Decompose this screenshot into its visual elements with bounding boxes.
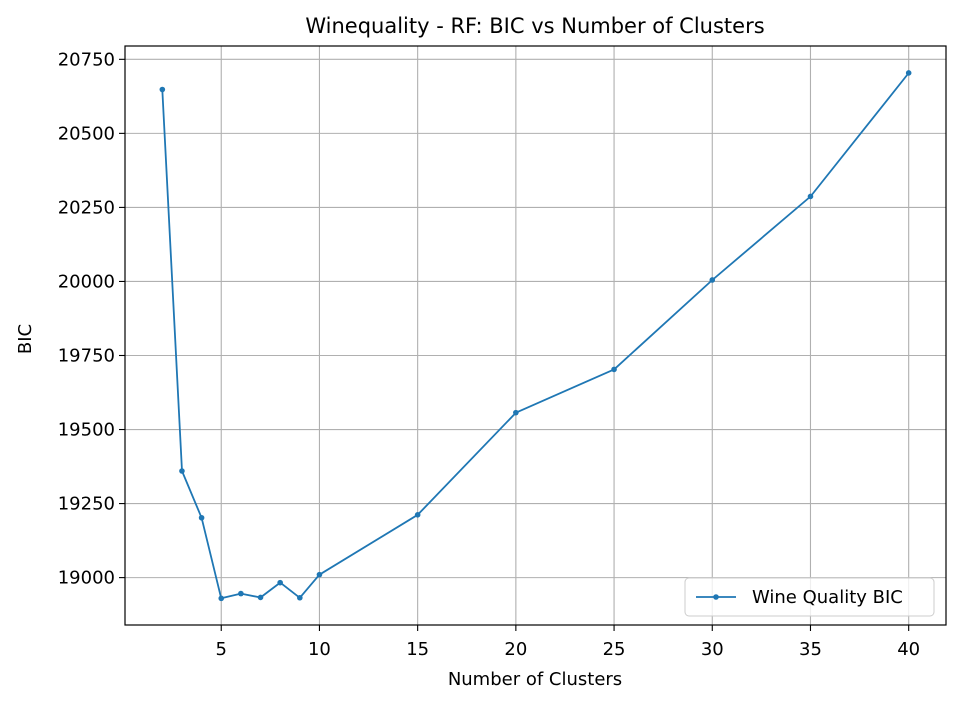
- x-axis-ticks: 5 10 15 20 25 30 35 40: [216, 625, 920, 660]
- x-tick-label: 35: [799, 639, 822, 660]
- legend-box: [684, 577, 935, 617]
- data-point: [611, 366, 617, 373]
- y-axis-label: BIC: [15, 324, 36, 354]
- data-point: [513, 409, 519, 416]
- x-tick-label: 15: [406, 639, 429, 660]
- chart-title: Winequality - RF: BIC vs Number of Clust…: [305, 14, 764, 38]
- x-axis-label: Number of Clusters: [448, 669, 622, 690]
- data-point: [905, 70, 912, 76]
- legend-label: Wine Quality BIC: [752, 587, 903, 608]
- y-tick-label: 19000: [58, 568, 115, 589]
- x-tick-label: 20: [504, 639, 527, 660]
- data-point: [277, 579, 283, 586]
- y-tick-label: 19750: [58, 345, 115, 366]
- y-tick-label: 20250: [58, 197, 115, 218]
- y-tick-label: 20000: [58, 271, 115, 292]
- x-tick-label: 5: [216, 639, 227, 660]
- data-point: [218, 595, 225, 602]
- y-tick-label: 20750: [58, 49, 115, 70]
- x-tick-label: 40: [897, 639, 920, 660]
- data-point: [257, 594, 264, 601]
- data-point: [198, 514, 205, 521]
- data-point: [297, 594, 303, 601]
- data-point: [159, 86, 166, 93]
- y-tick-label: 19500: [58, 420, 115, 441]
- data-point: [316, 571, 323, 578]
- legend: Wine Quality BIC: [684, 577, 935, 617]
- data-point: [709, 277, 716, 283]
- y-tick-label: 19250: [58, 494, 115, 515]
- x-tick-label: 10: [308, 639, 331, 660]
- x-tick-label: 30: [701, 639, 724, 660]
- plot-frame: [124, 45, 947, 626]
- y-axis-ticks: 19000 19250 19500 19750 20000 20250 20500 20750: [58, 49, 125, 589]
- x-tick-label: 25: [603, 639, 626, 660]
- data-point: [414, 512, 421, 518]
- data-point: [807, 193, 814, 200]
- legend-marker-swatch: [713, 594, 719, 600]
- grid: [125, 46, 946, 625]
- series-layer: [159, 70, 912, 602]
- y-tick-label: 20500: [58, 123, 115, 144]
- data-point: [238, 590, 244, 597]
- data-point: [179, 468, 185, 474]
